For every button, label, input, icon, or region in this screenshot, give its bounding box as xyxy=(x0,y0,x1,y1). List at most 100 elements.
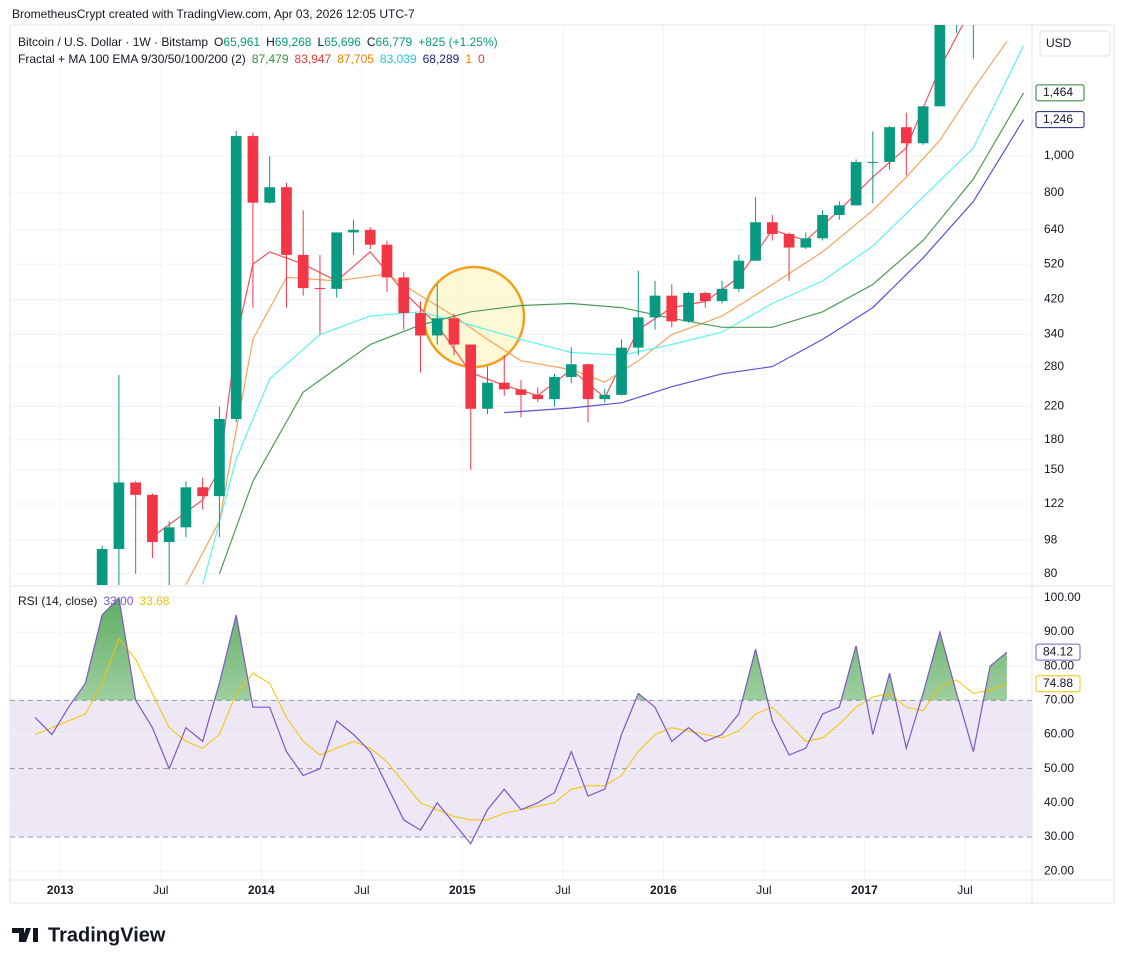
logo-mark xyxy=(12,928,38,942)
candle-body xyxy=(699,292,711,302)
candle-body xyxy=(884,127,895,162)
currency-button[interactable] xyxy=(1039,30,1111,57)
candle-body xyxy=(716,288,728,302)
indicator-name: Fractal + MA 100 EMA 9/30/50/100/200 (2) xyxy=(18,52,246,66)
indicator-value: 83,039 xyxy=(380,52,417,66)
candle-body xyxy=(96,548,108,585)
candle-body xyxy=(582,364,594,400)
candle-body xyxy=(817,214,828,239)
candle-body xyxy=(850,162,862,206)
price-badge xyxy=(1035,111,1085,129)
candle-body xyxy=(549,376,560,400)
candle-body xyxy=(498,382,510,390)
price-badge-label: 1,246 xyxy=(1043,112,1073,126)
candle-body xyxy=(331,232,343,289)
ohlc-value: 66,779 xyxy=(376,35,413,49)
candle-body xyxy=(649,295,661,318)
y-tick-label: 90.00 xyxy=(1044,624,1074,638)
currency-label: USD xyxy=(1046,36,1072,50)
candle-body xyxy=(917,106,929,144)
indicator-value: 1 xyxy=(465,52,472,66)
candle-body xyxy=(515,389,527,395)
x-tick-label: 2014 xyxy=(248,883,275,897)
price-badge-label: 1,464 xyxy=(1043,85,1073,99)
ohlc-value: 65,961 xyxy=(223,35,260,49)
candle-body xyxy=(247,136,259,203)
y-tick-label: 70.00 xyxy=(1044,693,1074,707)
logo: TradingView xyxy=(12,924,166,946)
candle-body xyxy=(147,494,158,542)
rsi-line xyxy=(34,596,1008,845)
x-tick-label: Jul xyxy=(555,883,570,897)
rsi-badge xyxy=(1035,675,1081,693)
candle-body xyxy=(766,222,778,235)
candle-body xyxy=(867,161,879,163)
y-tick-label: 150 xyxy=(1044,462,1064,476)
y-tick-label: 98 xyxy=(1044,532,1058,546)
rsi-badge-label: 74.88 xyxy=(1043,676,1073,690)
candle-body xyxy=(30,881,41,902)
y-tick-label: 420 xyxy=(1044,292,1064,306)
ema-line xyxy=(202,45,1025,585)
y-tick-label: 122 xyxy=(1044,496,1064,510)
price-badge xyxy=(1035,84,1085,102)
candle-body xyxy=(197,487,209,497)
rsi-badge-label: 84.12 xyxy=(1043,644,1073,658)
ohlc-value: 65,696 xyxy=(324,35,361,49)
symbol-legend: Bitcoin / U.S. Dollar · 1W · Bitstamp O65… xyxy=(18,35,498,49)
y-tick-label: 280 xyxy=(1044,359,1064,373)
candle-body xyxy=(415,313,426,336)
candle-body xyxy=(683,292,694,322)
x-tick-label: 2017 xyxy=(851,883,878,897)
candle-body xyxy=(532,394,544,400)
indicator-value: 87,705 xyxy=(337,52,374,66)
ohlc-key: L xyxy=(317,35,324,49)
y-tick-label: 20.00 xyxy=(1044,863,1074,877)
candle-body xyxy=(163,527,175,542)
candle-body xyxy=(951,6,962,18)
y-tick-label: 340 xyxy=(1044,327,1064,341)
rsi-legend-value: 33.68 xyxy=(139,594,169,608)
candle-body xyxy=(733,260,745,289)
y-tick-label: 640 xyxy=(1044,222,1064,236)
rsi-badge xyxy=(1035,643,1081,661)
ohlc-key: H xyxy=(266,35,275,49)
ohlc-value: 69,268 xyxy=(275,35,312,49)
rsi-title: RSI (14, close) xyxy=(18,594,97,608)
candle-body xyxy=(297,254,309,289)
y-tick-label: 60.00 xyxy=(1044,727,1074,741)
candle-body xyxy=(616,347,627,395)
x-tick-label: Jul xyxy=(957,883,972,897)
price-change: +825 (+1.25%) xyxy=(418,35,497,49)
candle-body xyxy=(632,317,644,348)
candle-body xyxy=(130,482,142,495)
candle-body xyxy=(180,487,192,528)
y-tick-label: 520 xyxy=(1044,256,1064,270)
candle-body xyxy=(465,344,477,409)
candle-body xyxy=(599,394,611,400)
rsi-grid xyxy=(10,587,1032,880)
candle-body xyxy=(448,318,460,345)
indicator-value: 87,479 xyxy=(252,52,289,66)
candle-body xyxy=(666,295,678,322)
indicator-value: 68,289 xyxy=(423,52,460,66)
candle-body xyxy=(314,288,326,290)
attribution: BrometheusCrypt created with TradingView… xyxy=(12,7,415,21)
candle-body xyxy=(800,238,812,248)
rsi-legend-value: 33.00 xyxy=(103,594,133,608)
candle-body xyxy=(264,187,276,203)
y-tick-label: 50.00 xyxy=(1044,761,1074,775)
y-tick-label: 180 xyxy=(1044,432,1064,446)
indicator-value: 0 xyxy=(478,52,485,66)
legend: BrometheusCrypt created with TradingView… xyxy=(12,7,498,608)
ohlc-key: O xyxy=(214,35,223,49)
candle-body xyxy=(431,318,443,336)
candle-body xyxy=(398,277,410,314)
frame xyxy=(9,24,1115,904)
candle-body xyxy=(47,868,58,881)
ema-line xyxy=(152,25,964,538)
candle-body xyxy=(934,25,946,107)
candle-body xyxy=(833,205,845,215)
indicator-legend: Fractal + MA 100 EMA 9/30/50/100/200 (2)… xyxy=(18,52,485,66)
